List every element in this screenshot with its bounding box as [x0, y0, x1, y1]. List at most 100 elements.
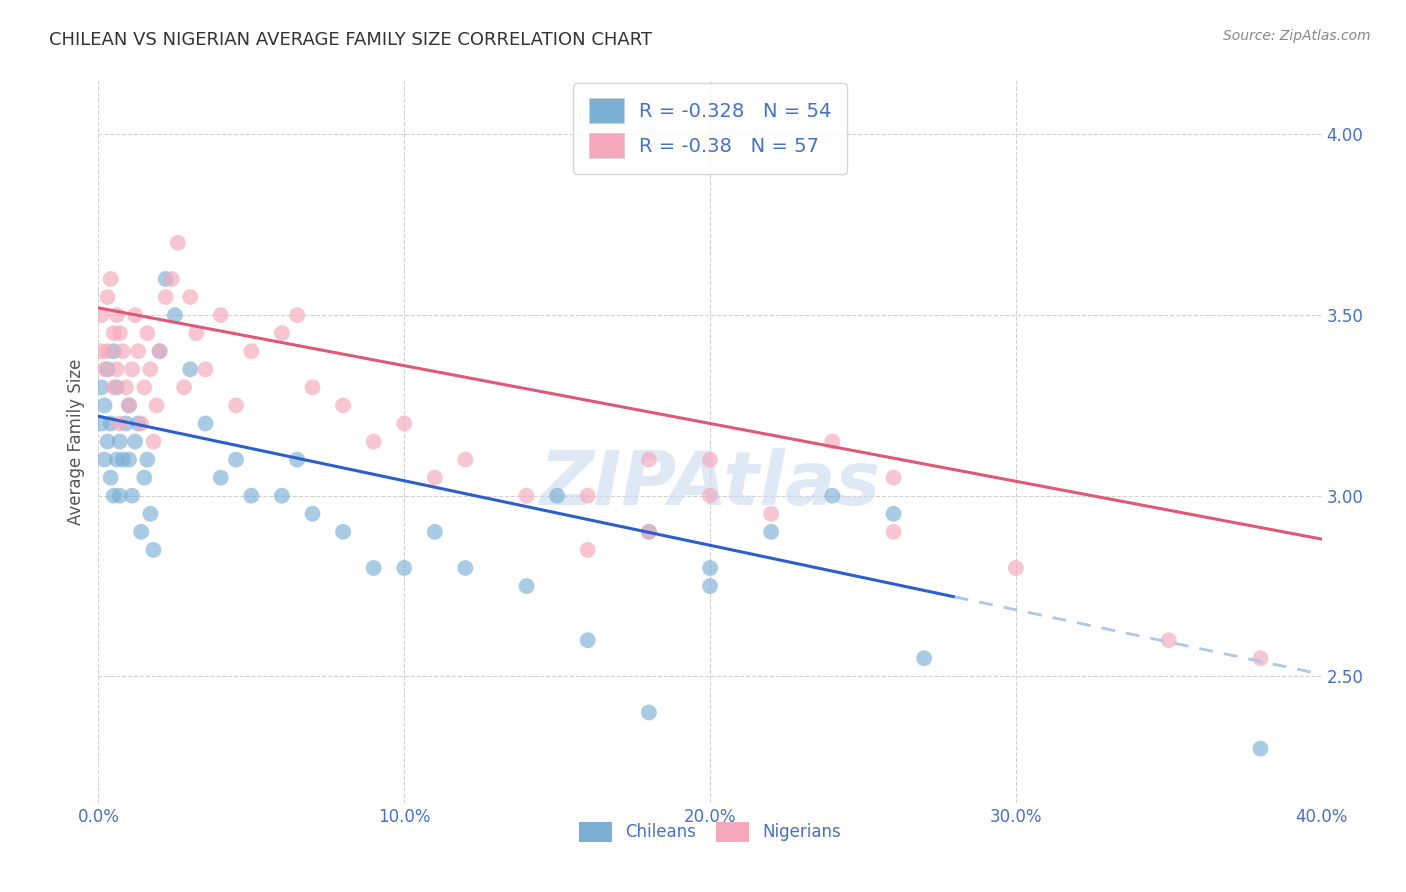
Point: [145, 398, 167, 412]
Point: [111, 452, 134, 467]
Point: [97, 344, 120, 359]
Point: [1157, 633, 1180, 648]
Point: [103, 344, 125, 359]
Point: [179, 362, 201, 376]
Point: [127, 344, 149, 359]
Point: [134, 380, 156, 394]
Point: [516, 489, 538, 503]
Point: [1249, 741, 1271, 756]
Point: [118, 452, 141, 467]
Point: [93, 398, 115, 412]
Point: [90, 380, 112, 394]
Point: [301, 380, 323, 394]
Point: [124, 308, 146, 322]
Point: [136, 326, 159, 341]
Text: ZIPAtlas: ZIPAtlas: [540, 449, 880, 522]
Point: [1249, 651, 1271, 665]
Point: [115, 417, 138, 431]
Point: [173, 380, 195, 394]
Point: [883, 524, 905, 539]
Y-axis label: Average Family Size: Average Family Size: [66, 359, 84, 524]
Point: [103, 380, 125, 394]
Point: [139, 507, 162, 521]
Point: [149, 344, 172, 359]
Point: [637, 524, 661, 539]
Point: [516, 579, 538, 593]
Point: [699, 579, 721, 593]
Point: [108, 434, 131, 449]
Point: [149, 344, 172, 359]
Point: [90, 308, 112, 322]
Point: [194, 362, 217, 376]
Point: [883, 471, 905, 485]
Point: [194, 417, 217, 431]
Point: [270, 326, 292, 341]
Point: [699, 489, 721, 503]
Point: [129, 417, 152, 431]
Point: [332, 524, 354, 539]
Point: [160, 272, 183, 286]
Point: [118, 398, 141, 412]
Point: [576, 543, 599, 558]
Point: [124, 434, 146, 449]
Point: [97, 290, 120, 304]
Point: [179, 290, 201, 304]
Point: [363, 561, 385, 575]
Point: [142, 543, 165, 558]
Point: [163, 308, 186, 322]
Point: [108, 417, 131, 431]
Point: [240, 489, 263, 503]
Point: [121, 362, 143, 376]
Point: [108, 326, 131, 341]
Point: [363, 434, 385, 449]
Point: [105, 452, 128, 467]
Point: [637, 452, 661, 467]
Point: [127, 417, 149, 431]
Point: [129, 524, 152, 539]
Point: [186, 326, 208, 341]
Point: [454, 452, 477, 467]
Point: [97, 434, 120, 449]
Point: [423, 471, 446, 485]
Point: [103, 489, 125, 503]
Point: [100, 272, 122, 286]
Point: [167, 235, 190, 250]
Point: [100, 471, 122, 485]
Point: [301, 507, 323, 521]
Text: CHILEAN VS NIGERIAN AVERAGE FAMILY SIZE CORRELATION CHART: CHILEAN VS NIGERIAN AVERAGE FAMILY SIZE …: [49, 31, 652, 49]
Point: [118, 398, 141, 412]
Point: [759, 507, 782, 521]
Point: [90, 344, 112, 359]
Point: [93, 452, 115, 467]
Point: [240, 344, 263, 359]
Point: [285, 452, 308, 467]
Point: [115, 380, 138, 394]
Point: [105, 380, 128, 394]
Point: [576, 489, 599, 503]
Point: [454, 561, 477, 575]
Point: [103, 326, 125, 341]
Text: Source: ZipAtlas.com: Source: ZipAtlas.com: [1223, 29, 1371, 43]
Point: [90, 417, 112, 431]
Legend: Chileans, Nigerians: Chileans, Nigerians: [572, 815, 848, 848]
Point: [100, 417, 122, 431]
Point: [392, 417, 416, 431]
Point: [883, 507, 905, 521]
Point: [139, 362, 162, 376]
Point: [1004, 561, 1026, 575]
Point: [97, 362, 120, 376]
Point: [546, 489, 568, 503]
Point: [225, 452, 247, 467]
Point: [111, 344, 134, 359]
Point: [699, 452, 721, 467]
Point: [576, 633, 599, 648]
Point: [637, 706, 661, 720]
Point: [637, 524, 661, 539]
Point: [423, 524, 446, 539]
Point: [155, 290, 177, 304]
Point: [105, 362, 128, 376]
Point: [136, 452, 159, 467]
Point: [142, 434, 165, 449]
Point: [821, 434, 844, 449]
Point: [392, 561, 416, 575]
